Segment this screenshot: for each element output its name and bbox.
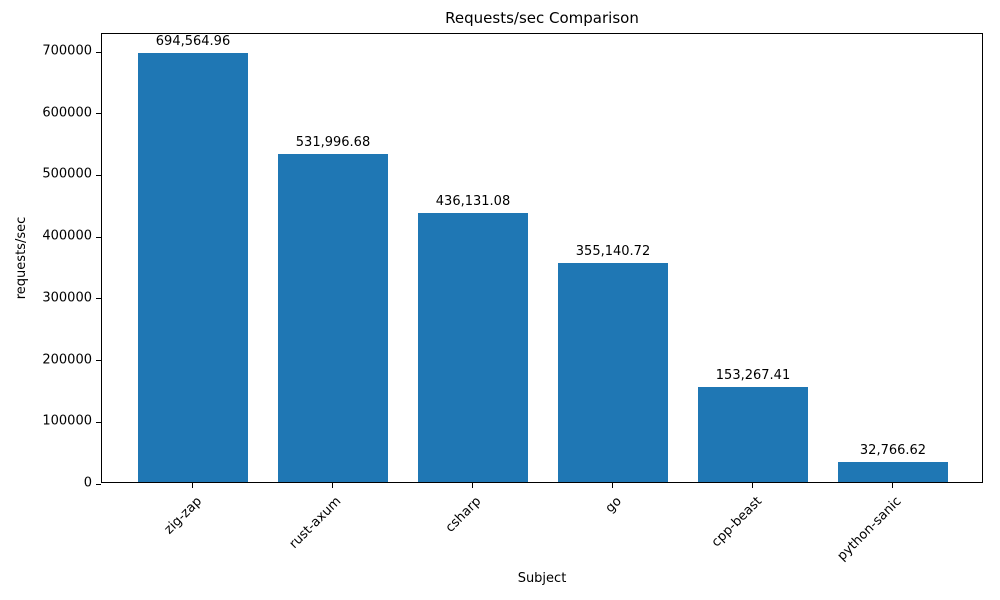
x-tick-mark: [751, 483, 753, 488]
bar-value-label: 531,996.68: [295, 134, 371, 150]
bar-go: [558, 262, 668, 482]
y-tick-label: 300000: [42, 290, 92, 306]
x-tick-mark: [891, 483, 893, 488]
bar-value-label: 32,766.62: [859, 442, 927, 458]
x-tick-label-rust-axum: rust-axum: [286, 494, 345, 552]
y-tick-label: 0: [83, 475, 92, 491]
bar-rust-axum: [278, 153, 388, 482]
y-tick-label: 500000: [42, 166, 92, 182]
y-tick-mark: [96, 360, 101, 362]
plot-area: 694,564.96 531,996.68 436,131.08 355,140.72…: [96, 33, 983, 485]
bar-value-label: 694,564.96: [155, 34, 231, 50]
x-tick-label-go: go: [602, 494, 625, 517]
y-tick-mark: [96, 113, 101, 115]
x-tick-mark: [611, 483, 613, 488]
y-tick-mark: [96, 236, 101, 238]
x-tick-label-csharp: csharp: [443, 494, 485, 536]
y-tick-mark: [96, 421, 101, 423]
bar-python-sanic: [838, 461, 948, 482]
x-tick-label-cpp-beast: cpp-beast: [708, 494, 765, 551]
bar-value-label: 436,131.08: [435, 193, 511, 209]
y-tick-label: 400000: [42, 228, 92, 244]
x-tick-label-zig-zap: zig-zap: [161, 494, 205, 538]
x-tick-label-python-sanic: python-sanic: [834, 494, 905, 564]
bar-cpp-beast: [698, 387, 808, 482]
y-tick-label: 100000: [42, 413, 92, 429]
x-tick-mark: [471, 483, 473, 488]
y-tick-label: 200000: [42, 352, 92, 368]
y-tick-mark: [96, 174, 101, 176]
bar-value-label: 355,140.72: [575, 243, 651, 259]
y-tick-mark: [96, 298, 101, 300]
x-axis-label: Subject: [517, 571, 567, 586]
bar-value-label: 153,267.41: [715, 368, 791, 384]
bar-zig-zap: [138, 53, 248, 482]
x-tick-mark: [191, 483, 193, 488]
y-tick-mark: [96, 51, 101, 53]
bar-csharp: [418, 212, 528, 482]
y-tick-label: 700000: [42, 43, 92, 59]
chart-title: Requests/sec Comparison: [445, 9, 639, 27]
x-tick-mark: [331, 483, 333, 488]
y-tick-labels: 0 100000 200000 300000 400000 500000 600000 700…: [0, 33, 92, 491]
y-tick-mark: [96, 483, 101, 485]
y-tick-label: 600000: [42, 105, 92, 121]
